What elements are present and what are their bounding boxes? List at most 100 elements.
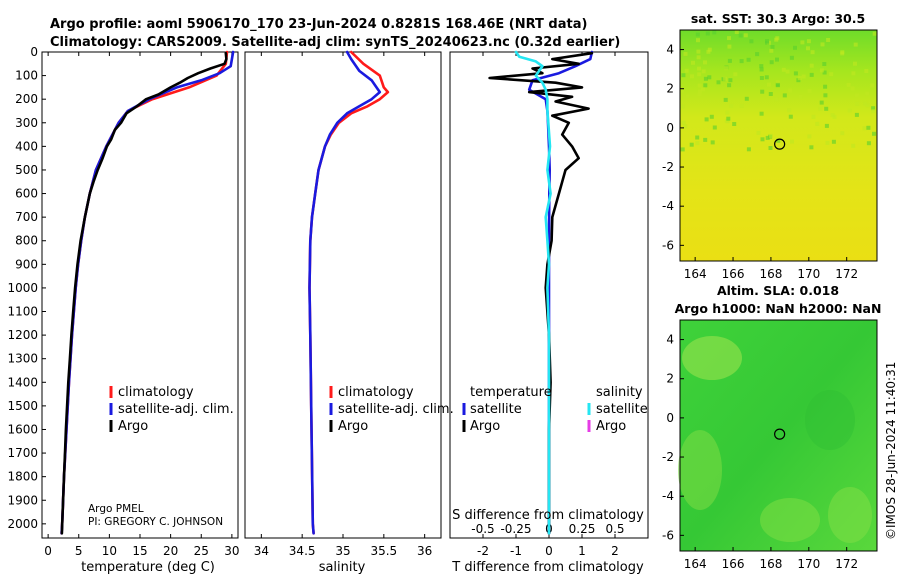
y-tick-label: 0: [30, 45, 38, 59]
t-difference-xlabel: T difference from climatology: [451, 560, 644, 575]
legend-label-satellite: satellite-adj. clim.: [118, 402, 234, 417]
x-tick-label: 30: [224, 544, 239, 558]
sla-anomaly-patches: [678, 336, 872, 543]
lon-tick-label: 170: [797, 557, 820, 571]
lat-tick-label: 0: [666, 121, 674, 135]
series-satellite-adj-clim: [60, 50, 235, 535]
x-tick-label: 10: [102, 544, 117, 558]
s-tick-label: -0.5: [471, 522, 494, 536]
series-s-satellite: [514, 50, 552, 535]
s-tick-label: -0.25: [500, 522, 531, 536]
legend-label-climatology: climatology: [118, 385, 194, 400]
y-tick-label: 1100: [7, 305, 38, 319]
temperature-legend: climatology satellite-adj. clim. Argo: [109, 385, 234, 434]
s-tick-label: 0.5: [605, 522, 624, 536]
sla-map-title: Altim. SLA: 0.018: [717, 283, 839, 298]
series-climatology: [60, 50, 229, 535]
salinity-xlabel: salinity: [319, 560, 366, 575]
lon-tick-label: 166: [722, 267, 745, 281]
salinity-axes-box: [244, 51, 442, 539]
lat-tick-label: -4: [662, 199, 674, 213]
header-line1: Argo profile: aoml 5906170_170 23-Jun-20…: [50, 17, 587, 32]
y-tick-label: 900: [15, 257, 38, 271]
y-tick-label: 1600: [7, 422, 38, 436]
difference-legend: temperature salinity satellite Argo sate…: [462, 385, 648, 434]
difference-panel: -2 -1 0 1 2 -0.5 -0.25 0 0.25 0.5 S difference f…: [449, 50, 649, 575]
sst-axes-box: [679, 29, 878, 262]
y-tick-label: 2000: [7, 517, 38, 531]
series-t-satellite: [527, 50, 594, 535]
lat-tick-label: -6: [662, 528, 674, 542]
sla-lon-tick-labels: 164 166 168 170 172: [684, 547, 858, 571]
y-tick-label: 600: [15, 187, 38, 201]
lon-tick-label: 172: [835, 557, 858, 571]
sst-map-title: sat. SST: 30.3 Argo: 30.5: [691, 11, 865, 26]
lat-tick-label: 0: [666, 411, 674, 425]
legend-label-argo: Argo: [118, 419, 148, 434]
salinity-legend: climatology satellite-adj. clim. Argo: [329, 385, 454, 434]
salinity-profiles: [308, 50, 390, 535]
lon-tick-label: 172: [835, 267, 858, 281]
sla-map-panel: Altim. SLA: 0.018 Argo h1000: NaN h2000:…: [662, 283, 881, 571]
lon-tick-label: 170: [797, 267, 820, 281]
y-tick-label: 1400: [7, 375, 38, 389]
credit-line1: Argo PMEL: [88, 503, 144, 515]
legend-label-satellite: satellite-adj. clim.: [338, 402, 454, 417]
y-tick-label: 1800: [7, 470, 38, 484]
depth-tick-labels: 0 100 200 300 400 500 600 700 800 900 1000 1100 1200…: [7, 45, 46, 531]
legend-label-climatology: climatology: [338, 385, 414, 400]
header-line2: Climatology: CARS2009. Satellite-adj cli…: [50, 35, 620, 50]
y-tick-label: 300: [15, 116, 38, 130]
y-tick-label: 1300: [7, 352, 38, 366]
series-t-argo: [488, 51, 594, 535]
legend-label-s-satellite: satellite: [596, 402, 648, 417]
legend-title-salinity: salinity: [596, 385, 643, 400]
series-argo: [60, 51, 228, 535]
x-tick-label: -2: [477, 544, 489, 558]
temperature-tick-labels: 0 5 10 15 20 25 30: [44, 52, 240, 558]
legend-title-temperature: temperature: [470, 385, 552, 400]
y-tick-label: 200: [15, 92, 38, 106]
lat-tick-label: -4: [662, 489, 674, 503]
x-tick-label: 0: [44, 544, 52, 558]
argo-location-marker: [774, 428, 786, 440]
lat-tick-label: -2: [662, 160, 674, 174]
lat-tick-label: 4: [666, 333, 674, 347]
x-tick-label: 1: [578, 544, 586, 558]
x-tick-label: 0: [545, 544, 553, 558]
temperature-xlabel: temperature (deg C): [81, 560, 215, 575]
lat-tick-label: 2: [666, 372, 674, 386]
series-satellite-adj-clim: [308, 50, 382, 535]
x-tick-label: 35.5: [370, 544, 397, 558]
series-climatology: [308, 50, 390, 535]
imos-watermark: ©IMOS 28-Jun-2024 11:40:31: [884, 362, 898, 540]
lon-tick-label: 164: [684, 557, 707, 571]
sst-lon-tick-labels: 164 166 168 170 172: [684, 257, 858, 281]
sla-lat-tick-labels: 4 2 0 -2 -4 -6: [662, 333, 684, 542]
x-tick-label: 5: [75, 544, 83, 558]
temperature-profiles: [60, 50, 235, 535]
y-tick-label: 100: [15, 69, 38, 83]
x-tick-label: -1: [510, 544, 522, 558]
lat-tick-label: 4: [666, 43, 674, 57]
lat-tick-label: 2: [666, 82, 674, 96]
y-tick-label: 1900: [7, 493, 38, 507]
lat-tick-label: -2: [662, 450, 674, 464]
x-tick-label: 34: [254, 544, 269, 558]
y-tick-label: 800: [15, 234, 38, 248]
y-tick-label: 1200: [7, 328, 38, 342]
salinity-tick-labels: 34 34.5 35 35.5 36: [254, 52, 432, 558]
sst-lat-tick-labels: 4 2 0 -2 -4 -6: [662, 43, 684, 252]
s-tick-label: 0.25: [569, 522, 596, 536]
x-tick-label: 36: [417, 544, 432, 558]
x-tick-label: 34.5: [289, 544, 316, 558]
legend-label-argo: Argo: [338, 419, 368, 434]
legend-label-s-argo: Argo: [596, 419, 626, 434]
difference-profiles: [488, 50, 594, 535]
lon-tick-label: 164: [684, 267, 707, 281]
y-tick-label: 1700: [7, 446, 38, 460]
y-tick-label: 1000: [7, 281, 38, 295]
s-difference-label: S difference from climatology: [452, 508, 644, 523]
x-tick-label: 25: [194, 544, 209, 558]
